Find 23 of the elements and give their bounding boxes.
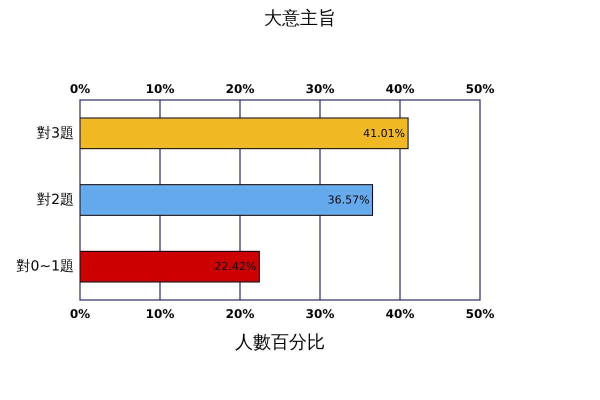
data-label: 36.57% <box>328 194 370 206</box>
bar <box>80 184 374 216</box>
x2-tick-label: 10% <box>146 307 174 321</box>
x2-tick-label: 40% <box>386 307 414 321</box>
x-tick-label: 50% <box>466 82 494 96</box>
bar <box>80 250 260 282</box>
y-tick-label: 對3題 <box>37 125 74 142</box>
x-tick-label: 40% <box>386 82 414 96</box>
x2-tick-label: 0% <box>70 307 90 321</box>
x-tick-label: 20% <box>226 82 254 96</box>
x2-tick-label: 50% <box>466 307 494 321</box>
x-axis-title: 人數百分比 <box>235 332 325 353</box>
x-tick-label: 30% <box>306 82 334 96</box>
data-label: 22.42% <box>214 260 256 274</box>
x-tick-label: 0% <box>70 82 90 96</box>
y-tick-label: 對0~1題 <box>16 258 74 275</box>
bar <box>80 118 409 150</box>
chart-title: 大意主旨 <box>264 8 336 29</box>
y-tick-label: 對2題 <box>37 192 74 208</box>
x2-tick-label: 20% <box>226 307 254 321</box>
x-tick-label: 10% <box>146 82 174 96</box>
x2-tick-label: 30% <box>306 307 334 321</box>
data-label: 41.01% <box>363 126 406 140</box>
